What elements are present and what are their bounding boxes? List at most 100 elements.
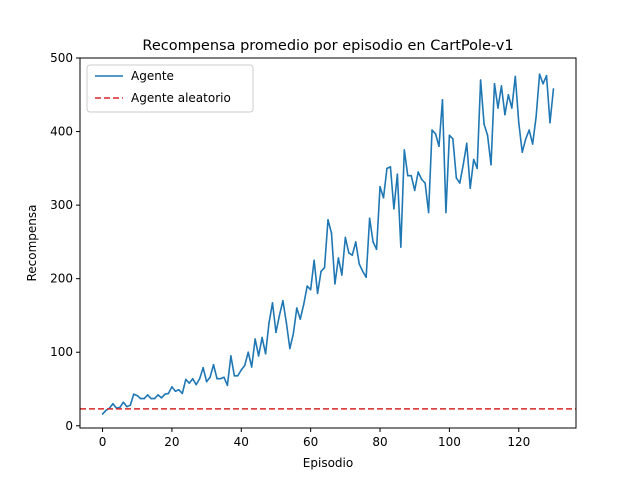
data-point-agente: [323, 266, 326, 269]
data-point-agente: [524, 138, 527, 140]
data-point-agente: [469, 187, 472, 189]
data-point-agente: [178, 388, 180, 391]
data-point-agente: [396, 173, 399, 176]
data-point-agente: [476, 167, 478, 170]
data-point-agente: [497, 107, 499, 109]
data-point-agente: [452, 138, 454, 140]
data-point-agente: [493, 82, 496, 85]
data-point-agente: [105, 409, 107, 412]
data-point-agente: [354, 241, 357, 243]
chart-title: Recompensa promedio por episodio en Cart…: [142, 38, 513, 54]
y-tick-label: 100: [50, 345, 73, 359]
data-point-agente: [368, 217, 371, 220]
data-point-agente: [358, 263, 361, 265]
data-point-agente: [417, 171, 419, 173]
data-point-agente: [344, 236, 347, 239]
data-point-agente: [521, 151, 524, 153]
data-point-agente: [528, 129, 530, 131]
data-point-agente: [504, 113, 506, 116]
data-point-agente: [275, 331, 277, 334]
y-tick-label: 300: [50, 198, 73, 212]
data-point-agente: [403, 149, 406, 151]
plot-frame: [79, 57, 577, 429]
data-point-agente: [237, 374, 239, 377]
data-point-agente: [153, 397, 156, 400]
data-point-agente: [198, 377, 201, 380]
data-point-agente: [511, 107, 513, 109]
data-point-agente: [195, 383, 197, 386]
data-point-agente: [292, 333, 295, 335]
data-point-agente: [230, 355, 232, 357]
data-point-agente: [202, 366, 204, 369]
data-point-agente: [448, 134, 451, 137]
data-point-agente: [507, 93, 510, 96]
data-point-agente: [243, 364, 246, 367]
data-point-agente: [334, 283, 336, 285]
data-point-agente: [129, 404, 132, 407]
data-point-agente: [517, 121, 520, 124]
data-point-agente: [212, 363, 215, 366]
data-point-agente: [455, 177, 458, 179]
data-point-agente: [150, 397, 152, 400]
legend-box: [86, 64, 254, 113]
data-point-agente: [500, 85, 503, 87]
data-point-agente: [459, 182, 461, 184]
y-tick-label: 500: [50, 51, 73, 65]
data-point-agente: [351, 254, 354, 256]
data-point-agente: [386, 167, 388, 170]
data-point-agente: [299, 318, 302, 320]
data-point-agente: [431, 129, 433, 131]
y-tick-label: 200: [50, 272, 73, 286]
data-point-agente: [438, 145, 440, 148]
data-point-agente: [122, 401, 125, 404]
data-point-agente: [486, 134, 489, 137]
data-point-agente: [389, 166, 392, 168]
data-point-agente: [233, 374, 236, 377]
y-axis-ticks: 0 100 200 300 400 500: [50, 51, 80, 433]
data-point-agente: [472, 158, 475, 161]
data-point-agente: [188, 382, 191, 384]
data-point-agente: [160, 397, 163, 399]
data-point-agente: [427, 211, 430, 214]
data-point-agente: [552, 88, 555, 90]
legend-label-agente-aleatorio: Agente aleatorio: [131, 91, 231, 105]
legend: Agente Agente aleatorio: [86, 64, 254, 113]
data-point-agente: [410, 174, 413, 177]
data-point-agente: [490, 163, 492, 166]
data-point-agente: [132, 393, 135, 395]
data-point-agente: [181, 392, 184, 395]
data-point-agente: [479, 79, 482, 81]
data-point-agente: [136, 394, 139, 397]
x-tick-label: 100: [438, 435, 461, 449]
x-tick-label: 120: [507, 435, 530, 449]
data-point-agente: [379, 185, 381, 188]
data-point-agente: [101, 413, 104, 415]
data-point-agente: [545, 74, 548, 77]
data-point-agente: [167, 392, 170, 395]
data-point-agente: [257, 355, 260, 357]
data-point-agente: [289, 347, 291, 350]
data-point-agente: [341, 274, 343, 276]
data-point-agente: [139, 397, 142, 400]
data-point-agente: [549, 121, 551, 124]
data-point-agente: [209, 376, 211, 379]
data-point-agente: [424, 182, 426, 184]
data-point-agente: [382, 196, 385, 199]
data-point-agente: [361, 270, 364, 273]
data-point-agente: [295, 307, 298, 309]
data-point-agente: [240, 369, 243, 371]
data-point-agente: [462, 163, 465, 166]
x-tick-label: 40: [234, 435, 249, 449]
y-tick-label: 400: [50, 125, 73, 139]
data-point-agente: [514, 75, 517, 78]
x-tick-label: 0: [99, 435, 107, 449]
x-axis-ticks: 0 20 40 60 80 100 120: [99, 428, 530, 449]
data-point-agente: [146, 394, 149, 396]
data-point-agente: [393, 208, 395, 210]
data-point-agente: [313, 259, 315, 262]
data-point-agente: [413, 189, 416, 192]
data-point-agente: [126, 405, 128, 408]
data-point-agente: [171, 386, 173, 388]
data-point-agente: [320, 270, 322, 273]
x-tick-label: 80: [372, 435, 387, 449]
